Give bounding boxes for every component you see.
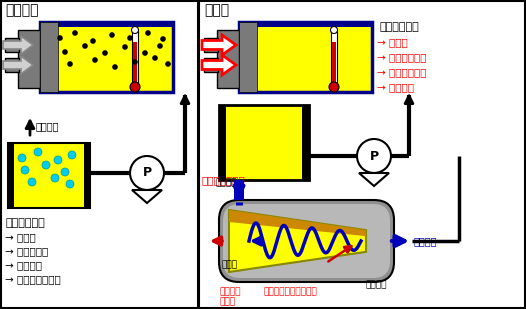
- Bar: [199, 1, 525, 308]
- Circle shape: [18, 154, 26, 162]
- Circle shape: [109, 32, 115, 38]
- Circle shape: [66, 180, 74, 188]
- Bar: [204, 58, 218, 72]
- Circle shape: [92, 57, 98, 63]
- Circle shape: [82, 43, 88, 49]
- Bar: [302, 105, 309, 180]
- Bar: [40, 22, 173, 27]
- Circle shape: [42, 161, 50, 169]
- Circle shape: [132, 59, 138, 65]
- Text: 従来技術: 従来技術: [5, 3, 38, 17]
- Text: 除去され
た気泡: 除去され た気泡: [219, 287, 240, 307]
- Text: → 強度小: → 強度小: [5, 232, 36, 242]
- Bar: [239, 22, 372, 92]
- Bar: [239, 22, 257, 92]
- Text: 気泡除去タンク: 気泡除去タンク: [202, 175, 246, 185]
- Bar: [40, 22, 173, 92]
- Text: 新技術: 新技術: [204, 3, 229, 17]
- Circle shape: [54, 156, 62, 164]
- Text: → 油の劣化: → 油の劣化: [5, 260, 42, 270]
- Circle shape: [130, 82, 140, 92]
- Circle shape: [51, 174, 59, 182]
- Circle shape: [145, 30, 151, 36]
- Bar: [132, 31, 138, 87]
- Bar: [332, 42, 336, 87]
- Polygon shape: [202, 55, 236, 75]
- Text: P: P: [143, 167, 151, 180]
- Text: 油中気泡無し: 油中気泡無し: [379, 22, 419, 32]
- Circle shape: [329, 82, 339, 92]
- Text: → 油温上昇高: → 油温上昇高: [5, 246, 48, 256]
- Circle shape: [152, 55, 158, 61]
- Circle shape: [21, 166, 29, 174]
- Polygon shape: [132, 190, 162, 203]
- Text: 油流入口: 油流入口: [216, 178, 237, 187]
- Polygon shape: [3, 36, 33, 54]
- Circle shape: [157, 43, 163, 49]
- Circle shape: [62, 49, 68, 55]
- Bar: [84, 143, 90, 208]
- Text: → 強度大: → 強度大: [377, 37, 408, 47]
- Bar: [219, 105, 309, 180]
- Text: → 機器故障の原因: → 機器故障の原因: [5, 274, 60, 284]
- Bar: [133, 42, 137, 87]
- Polygon shape: [202, 35, 236, 55]
- Circle shape: [112, 64, 118, 70]
- Text: 油流出口: 油流出口: [366, 280, 388, 289]
- Circle shape: [28, 178, 36, 186]
- Circle shape: [160, 36, 166, 42]
- Bar: [5, 38, 19, 52]
- Bar: [234, 180, 244, 200]
- Text: → 騒音低減: → 騒音低減: [377, 82, 414, 92]
- Circle shape: [127, 35, 133, 41]
- Circle shape: [72, 30, 78, 36]
- Circle shape: [34, 148, 42, 156]
- Text: 自然放気: 自然放気: [36, 121, 59, 131]
- Text: P: P: [369, 150, 379, 163]
- Circle shape: [102, 50, 108, 56]
- Bar: [8, 143, 90, 208]
- Text: → 油温上昇なし: → 油温上昇なし: [377, 52, 427, 62]
- Text: → 油の長寿命化: → 油の長寿命化: [377, 67, 427, 77]
- Circle shape: [67, 61, 73, 67]
- Bar: [331, 31, 337, 87]
- FancyBboxPatch shape: [219, 200, 394, 282]
- Bar: [217, 30, 239, 88]
- Circle shape: [90, 38, 96, 44]
- Circle shape: [132, 27, 138, 33]
- Bar: [5, 58, 19, 72]
- Circle shape: [330, 27, 338, 33]
- Text: 旋回流による気泡集合: 旋回流による気泡集合: [264, 287, 318, 296]
- Circle shape: [122, 44, 128, 50]
- Bar: [18, 30, 40, 88]
- Bar: [239, 22, 372, 27]
- Text: 油の流れ: 油の流れ: [414, 236, 438, 246]
- Polygon shape: [229, 210, 366, 236]
- Polygon shape: [3, 56, 33, 74]
- Bar: [40, 22, 58, 92]
- Circle shape: [165, 61, 171, 67]
- Circle shape: [130, 156, 164, 190]
- FancyBboxPatch shape: [223, 204, 390, 278]
- Circle shape: [357, 139, 391, 173]
- Text: 放気口: 放気口: [221, 260, 237, 269]
- Polygon shape: [359, 173, 389, 186]
- Bar: [204, 38, 218, 52]
- Bar: [1, 1, 198, 308]
- Circle shape: [68, 151, 76, 159]
- Circle shape: [57, 35, 63, 41]
- Bar: [219, 105, 226, 180]
- Circle shape: [142, 50, 148, 56]
- Bar: [8, 143, 14, 208]
- Circle shape: [61, 168, 69, 176]
- Text: 油中気泡有り: 油中気泡有り: [5, 218, 45, 228]
- Polygon shape: [229, 210, 366, 272]
